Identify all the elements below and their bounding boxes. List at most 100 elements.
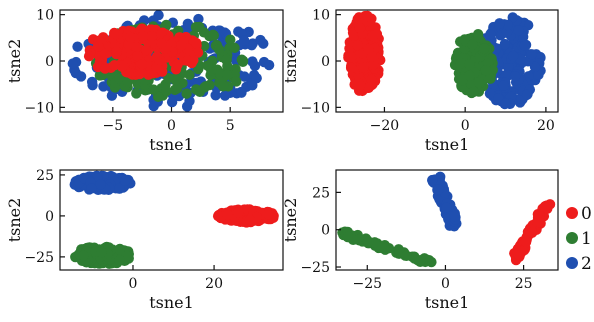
y-tick-label: 0 xyxy=(45,54,54,70)
y-tick-label: 0 xyxy=(321,54,330,70)
scatter-point xyxy=(237,55,249,67)
scatter-point xyxy=(464,70,475,81)
scatter-point xyxy=(86,183,97,194)
scatter-point xyxy=(131,88,142,99)
cluster-class-0 xyxy=(343,10,386,97)
scatter-point xyxy=(247,56,258,67)
scatter-point xyxy=(217,81,229,92)
x-tick-label: −25 xyxy=(352,276,382,292)
scatter-point xyxy=(472,29,484,40)
scatter-point xyxy=(134,68,146,80)
panel-bottom-left: 0 20 −25 0 25 tsne1 tsne2 xyxy=(5,168,284,312)
y-tick-label: 0 xyxy=(321,223,330,239)
scatter-point xyxy=(433,184,444,195)
axes-frame xyxy=(59,169,284,271)
scatter-point xyxy=(526,227,538,238)
scatter-point xyxy=(110,28,121,40)
scatter-point xyxy=(143,69,154,80)
scatter-point xyxy=(225,34,236,45)
y-axis-label: tsne2 xyxy=(5,39,24,84)
scatter-point xyxy=(236,86,247,98)
scatter-point xyxy=(99,63,111,74)
scatter-point xyxy=(362,10,373,22)
scatter-point xyxy=(532,208,544,220)
y-axis-label: tsne2 xyxy=(281,198,300,243)
scatter-point xyxy=(513,25,524,36)
scatter-point xyxy=(467,39,478,50)
scatter-point xyxy=(512,248,523,259)
scatter-point xyxy=(132,50,143,62)
scatter-point xyxy=(484,88,496,99)
scatter-point xyxy=(427,174,438,186)
cluster-class-2 xyxy=(427,171,462,232)
scatter-point xyxy=(499,38,511,50)
x-tick-label: 20 xyxy=(205,276,223,292)
scatter-point xyxy=(263,209,274,220)
panel-top-left: −5 0 5 −10 0 10 tsne1 tsne2 xyxy=(5,8,284,154)
scatter-point xyxy=(109,59,120,71)
scatter-point xyxy=(190,21,202,33)
y-axis-label: tsne2 xyxy=(5,198,24,243)
scatter-point xyxy=(96,246,107,258)
cluster-class-1 xyxy=(337,226,437,268)
scatter-point xyxy=(464,59,475,70)
scatter-point xyxy=(67,58,79,69)
scatter-point xyxy=(202,60,213,71)
scatter-point xyxy=(161,42,172,54)
legend-label-1: 1 xyxy=(581,229,592,249)
scatter-point xyxy=(401,250,412,261)
legend-marker-2 xyxy=(566,257,578,269)
scatter-point xyxy=(507,50,519,62)
scatter-point xyxy=(182,55,193,66)
scatter-point xyxy=(111,46,122,58)
scatter-point xyxy=(366,74,377,85)
legend-label-0: 0 xyxy=(581,204,592,224)
scatter-points xyxy=(337,171,556,268)
cluster-class-0 xyxy=(212,204,279,228)
axes-frame xyxy=(335,169,559,271)
scatter-point xyxy=(352,40,363,51)
x-axis-label: tsne1 xyxy=(149,135,194,154)
scatter-point xyxy=(99,48,110,60)
x-axis-label: tsne1 xyxy=(425,293,470,312)
scatter-point xyxy=(441,202,452,213)
scatter-point xyxy=(478,43,490,54)
scatter-point xyxy=(148,84,159,95)
scatter-point xyxy=(233,207,244,218)
scatter-point xyxy=(533,69,544,81)
scatter-point xyxy=(219,90,231,101)
scatter-point xyxy=(122,76,134,88)
scatter-point xyxy=(193,13,204,25)
y-tick-label: −25 xyxy=(300,260,330,276)
x-tick-label: 20 xyxy=(537,118,555,134)
scatter-point xyxy=(468,86,479,97)
scatter-point xyxy=(117,60,129,71)
scatter-point xyxy=(345,62,357,74)
x-tick-label: −5 xyxy=(102,118,123,134)
panel-top-right: −20 0 20 −10 0 10 tsne1 tsne2 xyxy=(281,8,559,154)
y-tick-label: 0 xyxy=(45,209,54,225)
y-tick-label: −10 xyxy=(24,100,54,116)
cluster-class-1 xyxy=(449,29,498,99)
x-tick-label: 0 xyxy=(167,118,176,134)
scatter-point xyxy=(83,51,95,62)
scatter-point xyxy=(151,51,163,62)
cluster-class-0 xyxy=(509,199,556,266)
y-tick-label: 10 xyxy=(36,8,54,24)
scatter-point xyxy=(526,49,538,60)
scatter-point xyxy=(500,98,511,109)
scatter-point xyxy=(86,76,98,88)
scatter-point xyxy=(136,23,148,34)
scatter-point xyxy=(238,35,250,46)
scatter-point xyxy=(455,57,467,69)
x-axis-label: tsne1 xyxy=(149,293,194,312)
scatter-point xyxy=(137,31,149,42)
cluster-class-1 xyxy=(70,241,134,269)
x-tick-label: −20 xyxy=(370,118,400,134)
scatter-points xyxy=(67,10,275,112)
scatter-point xyxy=(229,42,240,54)
scatter-point xyxy=(357,62,369,73)
scatter-point xyxy=(522,89,533,100)
scatter-point xyxy=(502,19,513,31)
